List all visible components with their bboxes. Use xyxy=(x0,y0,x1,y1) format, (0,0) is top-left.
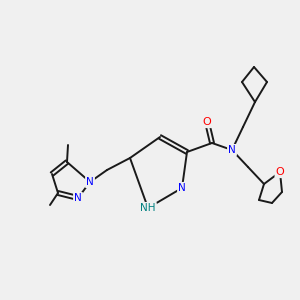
Text: N: N xyxy=(74,193,82,203)
Text: O: O xyxy=(276,167,284,177)
Text: O: O xyxy=(202,117,211,127)
Text: N: N xyxy=(228,145,236,155)
Text: N: N xyxy=(178,183,186,193)
Text: NH: NH xyxy=(140,203,156,213)
Text: N: N xyxy=(86,177,94,187)
